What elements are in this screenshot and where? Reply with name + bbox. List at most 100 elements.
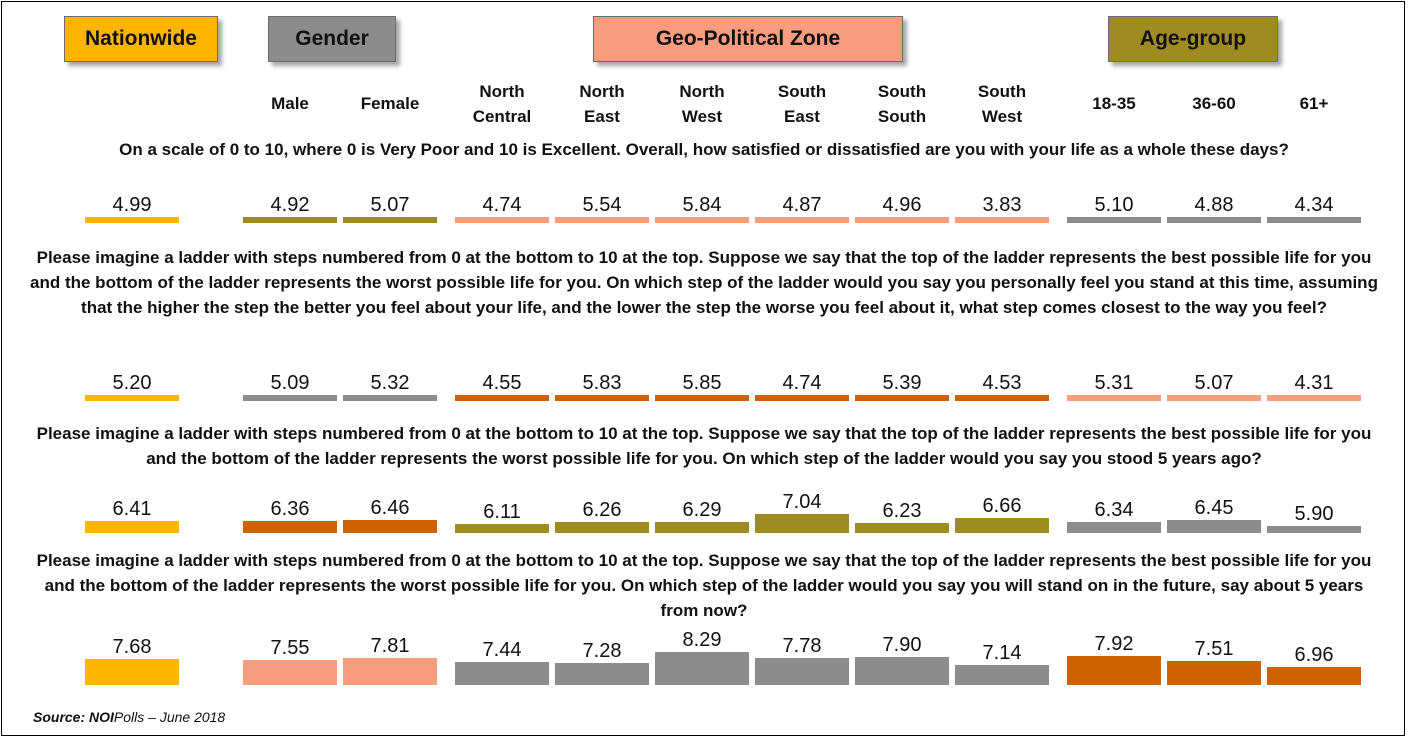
question-text-4: Please imagine a ladder with steps numbe…: [36, 551, 1372, 620]
group-button-nationwide: Nationwide: [64, 16, 218, 62]
bar-q3-north-central: [455, 524, 549, 533]
data-label-q3-61: 5.90: [1294, 503, 1334, 525]
data-label-q1-18-35: 5.10: [1094, 194, 1134, 216]
bar-q3-nationwide: [85, 521, 179, 533]
bar-q2-south-south: [855, 395, 949, 401]
data-label-q3-nationwide: 6.41: [112, 498, 152, 520]
data-label-q1-north-west: 5.84: [682, 194, 722, 216]
data-label-q3-south-east: 7.04: [782, 491, 822, 513]
bar-q1-61: [1267, 217, 1361, 223]
column-header-line: North: [679, 82, 725, 101]
bar-q1-south-west: [955, 217, 1049, 223]
group-button-age-group: Age-group: [1108, 16, 1278, 62]
data-label-q1-male: 4.92: [270, 194, 310, 216]
data-label-q2-north-east: 5.83: [582, 372, 622, 394]
bar-q3-36-60: [1167, 520, 1261, 533]
data-label-q2-north-central: 4.55: [482, 372, 522, 394]
bar-q2-south-east: [755, 395, 849, 401]
bar-q3-north-west: [655, 522, 749, 533]
bar-q2-18-35: [1067, 395, 1161, 401]
bar-q3-61: [1267, 526, 1361, 533]
bar-q2-female: [343, 395, 437, 401]
source-note: Source: NOIPolls – June 2018: [33, 709, 225, 725]
data-label-q2-61: 4.31: [1294, 372, 1334, 394]
data-label-q2-south-south: 5.39: [882, 372, 922, 394]
bar-q2-36-60: [1167, 395, 1261, 401]
bar-q3-male: [243, 521, 337, 533]
column-header-line: West: [981, 107, 1023, 126]
bar-q1-north-west: [655, 217, 749, 223]
bar-q3-south-south: [855, 523, 949, 533]
data-label-q2-18-35: 5.31: [1094, 372, 1134, 394]
column-header-line: Female: [360, 94, 420, 113]
question-text-3: Please imagine a ladder with steps numbe…: [36, 424, 1372, 468]
group-button-gender: Gender: [268, 16, 396, 62]
data-label-q2-south-east: 4.74: [782, 372, 822, 394]
bar-q4-36-60: [1167, 661, 1261, 685]
column-header-line: South: [877, 107, 927, 126]
data-label-q1-south-west: 3.83: [982, 194, 1022, 216]
source-label: Source:: [33, 709, 86, 725]
data-label-q3-south-west: 6.66: [982, 495, 1022, 517]
data-label-q2-female: 5.32: [370, 372, 410, 394]
bar-q1-36-60: [1167, 217, 1261, 223]
data-label-q4-north-east: 7.28: [582, 640, 622, 662]
column-header-line: East: [784, 107, 820, 126]
data-label-q3-south-south: 6.23: [882, 500, 922, 522]
data-label-q1-north-east: 5.54: [582, 194, 622, 216]
data-label-q3-north-west: 6.29: [682, 499, 722, 521]
bar-q3-north-east: [555, 522, 649, 533]
bar-q4-north-east: [555, 663, 649, 685]
column-header-line: 18-35: [1092, 94, 1136, 113]
column-header-line: East: [584, 107, 620, 126]
data-label-q2-male: 5.09: [270, 372, 310, 394]
data-label-q3-18-35: 6.34: [1094, 499, 1134, 521]
bar-q2-nationwide: [85, 395, 179, 401]
bar-q1-south-east: [755, 217, 849, 223]
column-header-male: Male: [240, 91, 340, 116]
source-rest: Polls – June 2018: [113, 709, 226, 725]
bar-q1-nationwide: [85, 217, 179, 223]
data-label-q4-61: 6.96: [1294, 644, 1334, 666]
bar-q2-north-west: [655, 395, 749, 401]
data-label-q3-north-east: 6.26: [582, 499, 622, 521]
column-header-61: 61+: [1264, 91, 1364, 116]
data-label-q3-female: 6.46: [370, 497, 410, 519]
column-header-female: Female: [340, 91, 440, 116]
data-label-q4-18-35: 7.92: [1094, 633, 1134, 655]
data-label-q1-61: 4.34: [1294, 194, 1334, 216]
bar-q4-female: [343, 658, 437, 685]
column-header-line: North: [479, 82, 525, 101]
source-org: NOI: [89, 709, 114, 725]
data-label-q4-male: 7.55: [270, 637, 310, 659]
bar-q4-south-south: [855, 657, 949, 685]
data-label-q1-south-east: 4.87: [782, 194, 822, 216]
data-label-q4-female: 7.81: [370, 635, 410, 657]
data-label-q2-nationwide: 5.20: [112, 372, 152, 394]
bar-q3-south-east: [755, 514, 849, 533]
data-label-q2-north-west: 5.85: [682, 372, 722, 394]
bar-q4-nationwide: [85, 659, 179, 685]
bar-q4-male: [243, 660, 337, 685]
bar-q2-south-west: [955, 395, 1049, 401]
bar-q2-61: [1267, 395, 1361, 401]
bar-q3-south-west: [955, 518, 1049, 533]
bar-q1-north-central: [455, 217, 549, 223]
column-header-north-central: North Central: [452, 79, 552, 129]
bar-q2-north-central: [455, 395, 549, 401]
bar-q3-female: [343, 520, 437, 533]
column-header-north-east: North East: [552, 79, 652, 129]
column-header-line: 36-60: [1192, 94, 1236, 113]
column-header-line: South: [777, 82, 827, 101]
column-header-line: 61+: [1299, 94, 1329, 113]
data-label-q3-north-central: 6.11: [483, 501, 521, 523]
data-label-q3-36-60: 6.45: [1194, 497, 1234, 519]
column-header-south-east: South East: [752, 79, 852, 129]
column-header-line: Male: [271, 94, 309, 113]
column-header-line: Central: [472, 107, 532, 126]
question-text-2: Please imagine a ladder with steps numbe…: [30, 248, 1378, 317]
column-header-line: South: [977, 82, 1027, 101]
data-label-q4-north-central: 7.44: [482, 639, 522, 661]
bar-q2-male: [243, 395, 337, 401]
